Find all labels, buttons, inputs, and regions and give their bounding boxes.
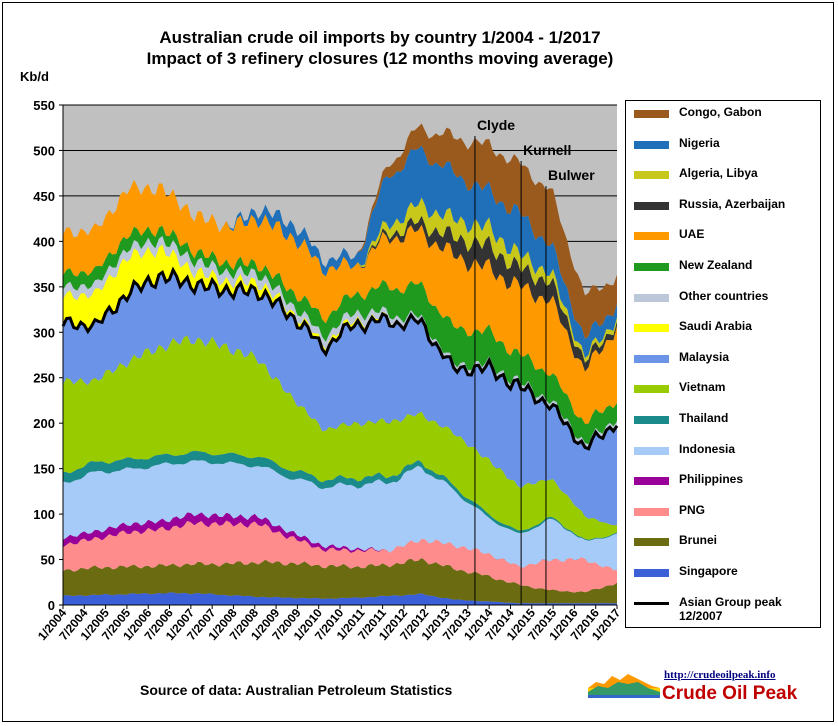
legend-label: Asian Group peak 12/2007: [679, 594, 782, 623]
legend-line-swatch: [634, 601, 669, 605]
area-brunei: [63, 558, 617, 604]
area-vietnam: [63, 335, 617, 540]
y-tick-label: 200: [33, 416, 55, 431]
asian-group-line: [61, 266, 619, 451]
legend-swatch: [634, 569, 669, 577]
legend-item: Vietnam: [634, 380, 814, 398]
legend-item-asian-group: Asian Group peak 12/2007: [634, 595, 814, 623]
legend-swatch: [634, 201, 669, 210]
area-new-zealand: [63, 225, 617, 445]
legend-label: Philippines: [679, 472, 744, 487]
area-algeria-libya: [63, 179, 617, 363]
chart-title: Australian crude oil imports by country …: [159, 28, 601, 47]
closure-label: Kurnell: [523, 142, 571, 158]
legend-item: Other countries: [634, 289, 814, 307]
legend-swatch: [634, 140, 669, 149]
legend-item: Singapore: [634, 564, 814, 582]
legend-swatch: [634, 446, 669, 455]
site-url-link[interactable]: http://crudeoilpeak.info: [664, 669, 776, 681]
legend-swatch: [634, 263, 669, 271]
legend-swatch: [634, 538, 669, 547]
legend-label: Vietnam: [679, 380, 726, 395]
legend-item: Thailand: [634, 411, 814, 429]
source-note: Source of data: Australian Petroleum Sta…: [140, 682, 453, 698]
legend-swatch: [634, 507, 669, 516]
closure-label: Bulwer: [548, 167, 595, 183]
y-tick-label: 350: [33, 280, 55, 295]
legend-item: Indonesia: [634, 442, 814, 460]
y-tick-label: 100: [33, 507, 55, 522]
legend-label: Singapore: [679, 564, 738, 578]
legend-label: Algeria, Libya: [679, 166, 758, 181]
y-tick-label: 300: [33, 325, 55, 340]
area-series-group: [63, 123, 617, 605]
legend-item: Philippines: [634, 472, 814, 490]
legend-item: Algeria, Libya: [634, 166, 814, 184]
legend-label: PNG: [679, 502, 706, 517]
legend-label: UAE: [679, 227, 705, 242]
legend-label: Indonesia: [679, 441, 736, 456]
legend-label: Nigeria: [679, 135, 720, 150]
y-tick-label: 400: [33, 234, 55, 249]
y-tick-label: 250: [33, 371, 55, 386]
legend-item: Nigeria: [634, 136, 814, 154]
legend-item: PNG: [634, 503, 814, 521]
legend-item: Congo, Gabon: [634, 105, 814, 123]
legend-swatch: [634, 171, 669, 180]
y-tick-label: 0: [48, 598, 55, 613]
legend-label: Saudi Arabia: [679, 319, 752, 334]
legend-label: Thailand: [679, 411, 729, 425]
legend-item: UAE: [634, 227, 814, 245]
area-singapore: [63, 592, 617, 605]
y-tick-label: 550: [33, 98, 55, 113]
legend-swatch: [634, 110, 669, 118]
legend-label: Congo, Gabon: [679, 105, 762, 119]
chart-subtitle: Impact of 3 refinery closures (12 months…: [146, 49, 614, 68]
y-tick-label: 450: [33, 189, 55, 204]
area-uae: [63, 179, 617, 424]
legend-label: Other countries: [679, 288, 769, 303]
area-congo-gabon: [63, 123, 617, 339]
crude-oil-peak-logo: [588, 674, 660, 698]
legend-swatch: [634, 385, 669, 394]
closure-label: Clyde: [477, 117, 515, 133]
y-tick-label: 150: [33, 462, 55, 477]
legend-label: Malaysia: [679, 349, 730, 364]
y-tick-label: 50: [41, 553, 55, 568]
legend-swatch: [634, 354, 669, 363]
legend-swatch: [634, 477, 669, 486]
legend-item: Russia, Azerbaijan: [634, 197, 814, 215]
legend: Congo, Gabon Nigeria Algeria, Libya Russia,…: [625, 100, 821, 628]
legend-item: Brunei: [634, 533, 814, 551]
site-name: Crude Oil Peak: [662, 683, 798, 704]
area-malaysia: [63, 270, 617, 526]
legend-swatch: [634, 232, 669, 241]
legend-swatch: [634, 416, 669, 424]
y-tick-label: 500: [33, 143, 55, 158]
area-russia-azerbaijan: [63, 179, 617, 372]
legend-item: Malaysia: [634, 350, 814, 368]
area-nigeria: [63, 145, 617, 359]
y-axis-label: Kb/d: [20, 69, 49, 84]
area-indonesia: [63, 460, 617, 571]
legend-label: New Zealand: [679, 258, 753, 272]
legend-item: New Zealand: [634, 258, 814, 276]
area-png: [63, 520, 617, 593]
legend-label: Brunei: [679, 533, 718, 548]
legend-swatch: [634, 324, 669, 333]
legend-item: Saudi Arabia: [634, 319, 814, 337]
legend-label: Russia, Azerbaijan: [679, 196, 786, 211]
legend-swatch: [634, 293, 669, 302]
